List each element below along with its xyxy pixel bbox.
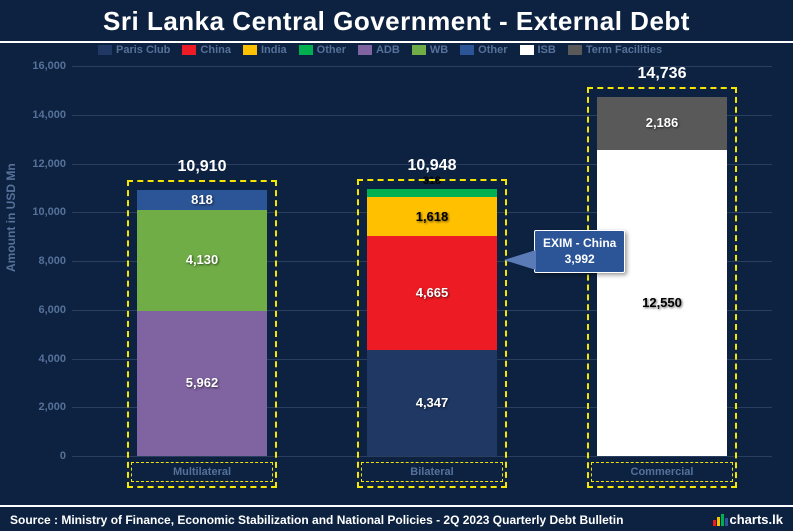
segment-value: 12,550 [597, 295, 727, 310]
legend-item: ISB [520, 44, 556, 56]
segment-value: 818 [137, 192, 267, 207]
legend-item: India [243, 44, 287, 56]
logo-text: charts.lk [730, 512, 783, 527]
bar-segment: 4,130 [137, 210, 267, 311]
source-text: Source : Ministry of Finance, Economic S… [10, 513, 623, 527]
legend: Paris Club China India Other ADB WB Other ISB Te… [98, 44, 662, 56]
callout-pointer-icon [504, 250, 536, 270]
legend-swatch [98, 45, 112, 55]
legend-label: Other [478, 44, 507, 56]
legend-label: ISB [538, 44, 556, 56]
legend-swatch [568, 45, 582, 55]
legend-swatch [182, 45, 196, 55]
legend-swatch [299, 45, 313, 55]
segment-value: 4,130 [137, 252, 267, 267]
legend-label: WB [430, 44, 448, 56]
y-tick-label: 8,000 [6, 255, 66, 267]
bar-total: 14,736 [572, 65, 752, 83]
category-label: Multilateral [131, 462, 273, 482]
legend-item: WB [412, 44, 448, 56]
legend-swatch [520, 45, 534, 55]
legend-swatch [243, 45, 257, 55]
legend-label: China [200, 44, 231, 56]
legend-item: Other [299, 44, 346, 56]
y-tick-label: 10,000 [6, 206, 66, 218]
y-tick-label: 16,000 [6, 60, 66, 72]
bar-segment: 318 [367, 189, 497, 197]
legend-label: India [261, 44, 287, 56]
logo-bars-icon [713, 514, 728, 526]
legend-label: Paris Club [116, 44, 170, 56]
segment-value: 1,618 [367, 209, 497, 224]
legend-item: China [182, 44, 231, 56]
y-tick-label: 0 [6, 450, 66, 462]
legend-label: ADB [376, 44, 400, 56]
chart-title: Sri Lanka Central Government - External … [0, 6, 793, 37]
segment-value: 318 [367, 175, 497, 187]
y-tick-label: 4,000 [6, 353, 66, 365]
legend-swatch [412, 45, 426, 55]
legend-item: Paris Club [98, 44, 170, 56]
legend-swatch [460, 45, 474, 55]
plot-region: 02,0004,0006,0008,00010,00012,00014,0001… [72, 66, 772, 456]
legend-label: Term Facilities [586, 44, 662, 56]
callout-line2: 3,992 [543, 252, 616, 268]
bar-segment: 2,186 [597, 97, 727, 150]
title-bar: Sri Lanka Central Government - External … [0, 0, 793, 43]
bar-segment: 4,347 [367, 350, 497, 456]
bar-segment: 12,550 [597, 150, 727, 456]
y-tick-label: 14,000 [6, 109, 66, 121]
y-tick-label: 6,000 [6, 304, 66, 316]
category-label: Commercial [591, 462, 733, 482]
bar-total: 10,948 [342, 157, 522, 175]
bar-total: 10,910 [112, 158, 292, 176]
category-label: Bilateral [361, 462, 503, 482]
logo: charts.lk [713, 512, 783, 527]
y-tick-label: 12,000 [6, 158, 66, 170]
y-tick-label: 2,000 [6, 401, 66, 413]
source-bar: Source : Ministry of Finance, Economic S… [0, 505, 793, 531]
bar-segment: 4,665 [367, 236, 497, 350]
legend-item: ADB [358, 44, 400, 56]
segment-value: 4,665 [367, 285, 497, 300]
chart-card: Sri Lanka Central Government - External … [0, 0, 793, 531]
legend-item: Other [460, 44, 507, 56]
legend-label: Other [317, 44, 346, 56]
bar-segment: 1,618 [367, 197, 497, 236]
bar-segment: 5,962 [137, 311, 267, 456]
legend-item: Term Facilities [568, 44, 662, 56]
callout-line1: EXIM - China [543, 236, 616, 252]
segment-value: 2,186 [597, 115, 727, 130]
bar-segment: 818 [137, 190, 267, 210]
segment-value: 5,962 [137, 375, 267, 390]
segment-value: 4,347 [367, 395, 497, 410]
legend-swatch [358, 45, 372, 55]
chart-area: Paris Club China India Other ADB WB Other ISB Te… [0, 42, 793, 502]
callout-box: EXIM - China3,992 [534, 230, 625, 273]
